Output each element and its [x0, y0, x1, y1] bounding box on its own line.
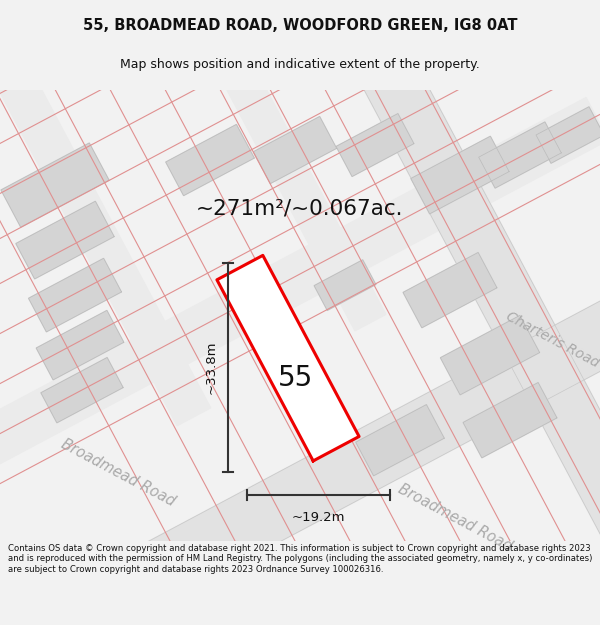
Polygon shape: [41, 357, 123, 422]
Polygon shape: [0, 54, 211, 426]
Polygon shape: [356, 404, 444, 476]
Polygon shape: [411, 136, 509, 214]
Polygon shape: [536, 107, 600, 163]
Polygon shape: [336, 114, 414, 176]
Text: Charteris Road: Charteris Road: [504, 310, 600, 371]
Polygon shape: [29, 258, 121, 332]
Polygon shape: [403, 253, 497, 328]
Text: 55: 55: [278, 364, 314, 392]
Polygon shape: [0, 246, 600, 625]
Polygon shape: [16, 201, 114, 279]
Polygon shape: [36, 311, 124, 380]
Polygon shape: [440, 316, 539, 395]
Text: 55, BROADMEAD ROAD, WOODFORD GREEN, IG8 0AT: 55, BROADMEAD ROAD, WOODFORD GREEN, IG8 …: [83, 18, 517, 32]
Text: Broadmead Road: Broadmead Road: [395, 482, 514, 554]
Polygon shape: [479, 122, 562, 188]
Text: Contains OS data © Crown copyright and database right 2021. This information is : Contains OS data © Crown copyright and d…: [8, 544, 592, 574]
Polygon shape: [214, 49, 386, 331]
Text: Map shows position and indicative extent of the property.: Map shows position and indicative extent…: [120, 58, 480, 71]
Text: ~19.2m: ~19.2m: [292, 511, 345, 524]
Polygon shape: [0, 98, 600, 562]
Polygon shape: [1, 143, 109, 227]
Text: ~271m²/~0.067ac.: ~271m²/~0.067ac.: [196, 198, 404, 218]
Polygon shape: [314, 260, 376, 311]
Polygon shape: [217, 256, 359, 461]
Polygon shape: [340, 18, 600, 625]
Text: Broadmead Road: Broadmead Road: [59, 437, 178, 509]
Polygon shape: [166, 124, 254, 196]
Polygon shape: [463, 382, 557, 458]
Polygon shape: [253, 116, 337, 184]
Text: ~33.8m: ~33.8m: [205, 341, 218, 394]
